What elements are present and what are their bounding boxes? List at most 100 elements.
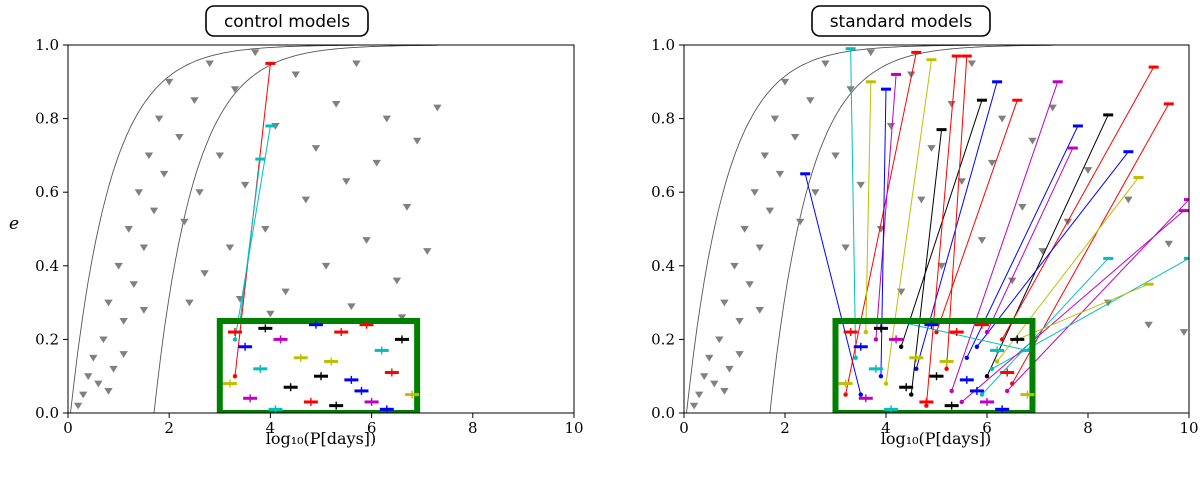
evolution-tracks [800, 47, 1189, 408]
plot-area [70, 45, 442, 413]
observed-point [139, 307, 149, 314]
observed-point [846, 86, 855, 93]
observed-point [251, 49, 260, 57]
x-tick-label: 10 [564, 419, 583, 437]
observed-point [856, 181, 865, 189]
track-line [845, 52, 917, 395]
observed-point [710, 380, 719, 388]
observed-point [433, 104, 442, 112]
track-line [804, 173, 862, 395]
observed-point [215, 152, 224, 160]
track-start-marker [858, 392, 863, 397]
observed-point [392, 277, 402, 285]
track-line [239, 159, 261, 322]
limit-curve-1 [769, 45, 1053, 413]
observed-point [1179, 329, 1189, 336]
observed-point [886, 123, 896, 130]
x-tick-label: 0 [63, 419, 73, 437]
track-start-marker [883, 381, 889, 386]
y-tick-label: 0.6 [35, 183, 59, 201]
track-line [986, 147, 1074, 333]
observed-point [1028, 137, 1037, 145]
chart-title: control models [224, 12, 350, 32]
track-start-marker [994, 359, 1000, 364]
observed-point [725, 365, 734, 373]
track-line [936, 100, 1018, 333]
observed-point [987, 159, 997, 167]
observed-point [84, 373, 93, 380]
x-tick-label: 10 [1179, 419, 1198, 437]
observed-point [99, 336, 108, 344]
observed-point [1018, 203, 1027, 211]
title-box [205, 5, 369, 37]
observed-point [180, 218, 189, 226]
track-start-marker [1005, 388, 1010, 394]
plot-content [70, 45, 442, 413]
track-start-marker [853, 355, 858, 360]
observed-point [225, 244, 235, 252]
track-line [951, 81, 1059, 392]
observed-point [321, 262, 331, 270]
observed-point [281, 288, 290, 296]
observed-point [331, 100, 341, 108]
observed-point [811, 189, 820, 196]
observed-point [89, 354, 98, 362]
observed-point [352, 60, 361, 68]
observed-point [362, 237, 371, 244]
observed-point [185, 299, 194, 307]
chart-title: standard models [830, 12, 973, 32]
observed-point [119, 318, 128, 325]
y-tick-label: 0.0 [35, 404, 59, 422]
axes-frame [683, 44, 1190, 414]
observed-point [977, 237, 987, 244]
track-line [234, 125, 271, 340]
observed-point [240, 181, 250, 189]
observed-point [700, 373, 709, 380]
observed-point [78, 391, 88, 399]
observed-point [745, 281, 754, 288]
observed-point [957, 178, 966, 185]
track-start-marker [984, 329, 990, 335]
y-tick-label: 1.0 [35, 36, 59, 54]
observed-point [927, 145, 936, 152]
track-start-marker [989, 366, 995, 372]
observed-point [114, 262, 123, 270]
observed-point [750, 189, 759, 196]
observed-point [154, 115, 164, 123]
track-start-marker [949, 388, 954, 394]
track-line [900, 100, 983, 347]
axis-ticks: 0 2 4 6 8 10 0.0 0.2 0.4 0.6 0.8 1.0 [35, 36, 583, 437]
observed-point [760, 152, 769, 160]
observed-point [261, 226, 270, 233]
plot-content [686, 45, 1189, 413]
observed-point [715, 336, 724, 344]
track-start-marker [232, 374, 238, 379]
observed-point [694, 391, 704, 399]
observed-point [149, 207, 159, 215]
observed-point [1104, 299, 1113, 307]
observed-point [720, 387, 729, 395]
observed-point [1038, 248, 1047, 255]
observed-point [230, 86, 240, 93]
observed-point [1008, 277, 1017, 285]
y-axis-label: e [9, 214, 19, 234]
evolution-tracks [232, 61, 276, 379]
x-tick-label: 2 [164, 419, 174, 437]
observed-point [266, 310, 275, 318]
track-line [946, 56, 968, 369]
observed-point [755, 244, 764, 252]
model-points [838, 320, 1035, 413]
observed-point [342, 178, 351, 185]
y-tick-label: 0.2 [651, 330, 675, 348]
track-line [865, 81, 872, 333]
y-tick-label: 0.0 [651, 404, 675, 422]
observed-point [821, 60, 830, 68]
x-tick-label: 8 [1083, 419, 1093, 437]
observed-point [402, 203, 412, 211]
track-start-marker [863, 329, 868, 335]
observed-point [195, 189, 204, 196]
observed-point [175, 134, 184, 141]
track-start-marker [959, 399, 964, 405]
track-line [981, 258, 1109, 395]
